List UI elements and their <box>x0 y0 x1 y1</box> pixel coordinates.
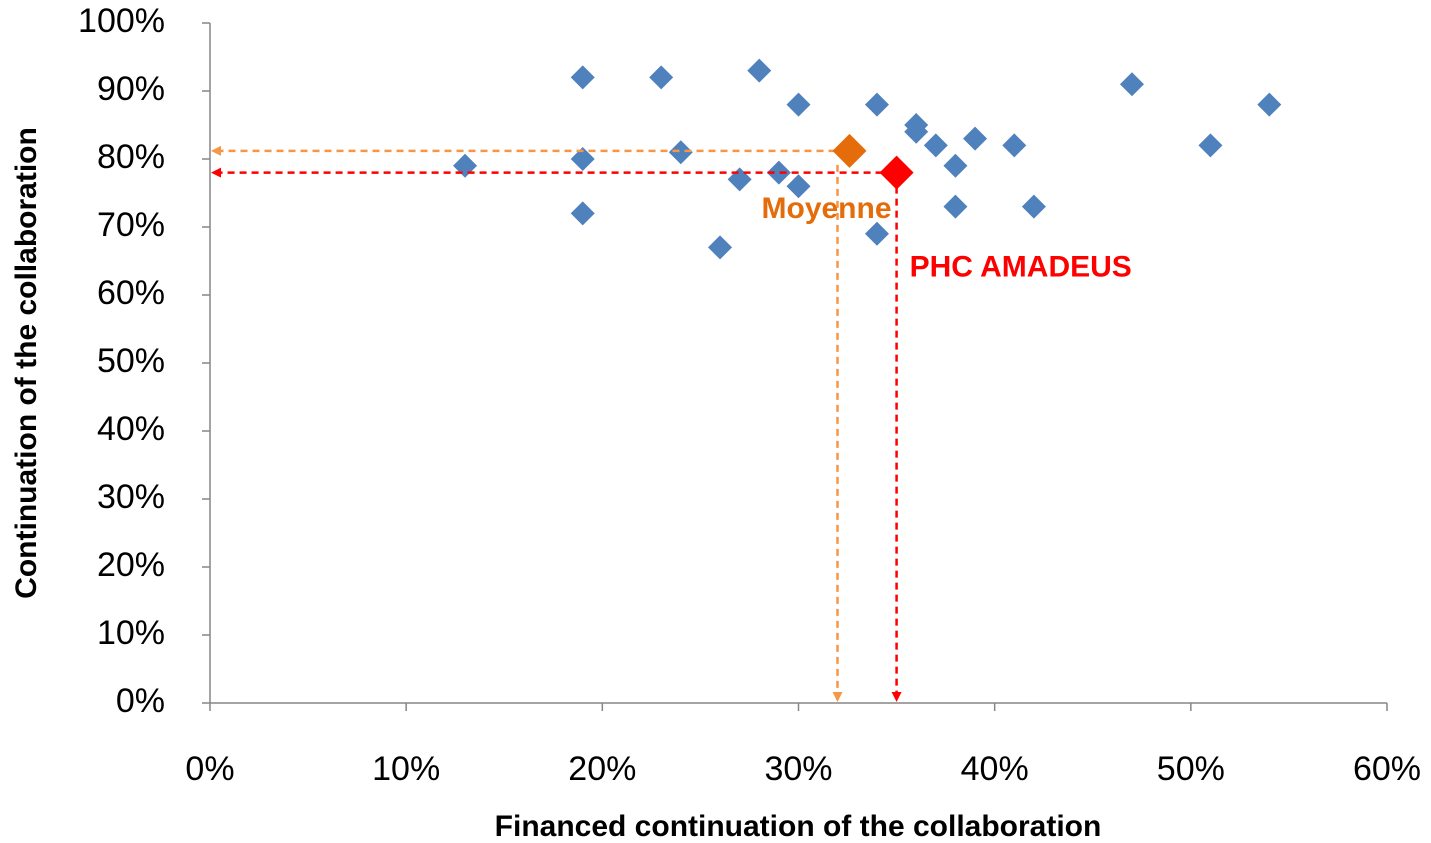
x-tick-label: 40% <box>961 750 1029 788</box>
point <box>1198 133 1223 158</box>
point <box>668 140 693 165</box>
x-tick-label: 60% <box>1353 750 1421 788</box>
point <box>923 133 948 158</box>
y-tick-label: 10% <box>97 614 165 652</box>
point <box>1257 92 1282 117</box>
y-tick-label: 30% <box>97 478 165 516</box>
point <box>864 92 889 117</box>
annotation: Moyenne <box>762 192 892 225</box>
x-tick-label: 50% <box>1157 750 1225 788</box>
annotation: PHC AMADEUS <box>910 251 1132 284</box>
point <box>864 221 889 246</box>
y-axis-title: Continuation of the collaboration <box>10 127 43 599</box>
x-tick-label: 30% <box>764 750 832 788</box>
point <box>1002 133 1027 158</box>
y-tick-label: 50% <box>97 342 165 380</box>
x-axis-title: Financed continuation of the collaborati… <box>495 810 1102 843</box>
y-tick-label: 20% <box>97 546 165 584</box>
highlight-point <box>832 133 867 168</box>
y-tick-label: 40% <box>97 410 165 448</box>
y-tick-label: 90% <box>97 70 165 108</box>
y-tick-label: 70% <box>97 206 165 244</box>
y-tick-label: 80% <box>97 138 165 176</box>
x-tick-label: 0% <box>185 750 234 788</box>
point <box>570 65 595 90</box>
point <box>1119 72 1144 97</box>
point <box>570 147 595 171</box>
y-tick-label: 0% <box>116 682 165 720</box>
point <box>904 119 929 144</box>
point <box>963 126 988 151</box>
point <box>786 92 811 117</box>
x-tick-label: 10% <box>372 750 440 788</box>
point <box>747 58 772 83</box>
highlight-point <box>879 155 914 190</box>
point <box>708 235 733 260</box>
point <box>570 201 595 226</box>
x-tick-label: 20% <box>568 750 636 788</box>
point <box>786 174 811 199</box>
point <box>727 167 752 192</box>
y-tick-label: 100% <box>78 2 165 40</box>
point <box>649 65 674 90</box>
point <box>766 160 791 185</box>
point <box>1021 194 1046 219</box>
point <box>453 153 478 178</box>
y-tick-label: 60% <box>97 274 165 312</box>
point <box>943 194 968 219</box>
point <box>943 153 968 178</box>
